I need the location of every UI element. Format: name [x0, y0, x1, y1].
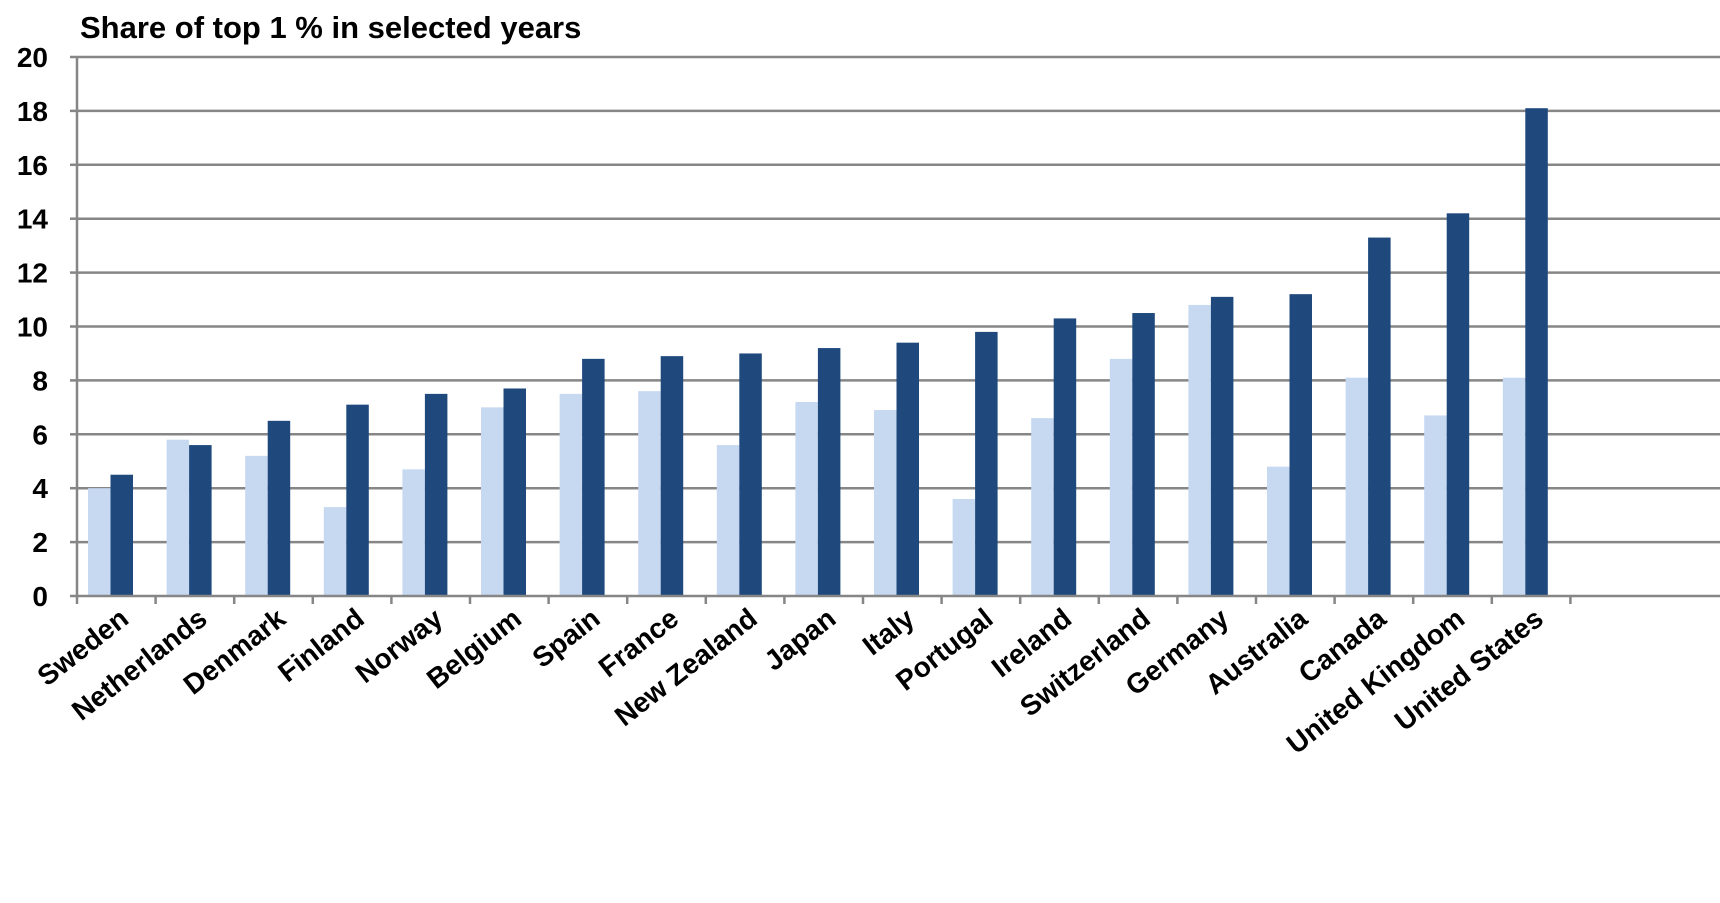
x-tick-label: Finland [272, 602, 370, 688]
bar-series-1-canada [1345, 377, 1369, 596]
bar-series-1-japan [795, 401, 818, 596]
y-tick-label: 6 [32, 419, 48, 450]
bar-series-2-portugal [975, 331, 998, 596]
bar-series-2-belgium [503, 388, 526, 596]
y-tick-label: 12 [17, 258, 48, 289]
y-tick-label: 4 [32, 473, 48, 504]
y-tick-labels: 0 2 4 6 8 10 12 14 16 18 20 [17, 42, 49, 612]
bar-series-2-germany [1210, 296, 1234, 596]
bar-series-1-united-kingdom [1424, 415, 1447, 596]
bar-series-2-australia [1289, 294, 1312, 596]
bar-series-2-spain [582, 358, 605, 596]
bar-series-2-norway [424, 393, 448, 596]
y-tick-label: 14 [17, 204, 49, 235]
x-tick-labels: SwedenNetherlandsDenmarkFinlandNorwayBel… [32, 602, 1549, 760]
y-tick-label: 10 [17, 312, 48, 343]
y-tick-label: 16 [17, 150, 48, 181]
x-tick-label: Italy [857, 602, 921, 661]
bar-series-2-new-zealand [739, 353, 762, 596]
bars [88, 108, 1548, 596]
bar-series-1-france [638, 391, 661, 596]
y-tick-label: 0 [32, 581, 48, 612]
bar-series-1-new-zealand [716, 445, 740, 596]
bar-series-1-switzerland [1109, 358, 1133, 596]
bar-series-1-italy [874, 410, 897, 596]
bar-series-1-denmark [245, 455, 268, 596]
bar-series-1-spain [559, 393, 583, 596]
chart-title: Share of top 1 % in selected years [80, 10, 581, 45]
x-tick-label: Spain [526, 602, 605, 673]
y-tick-label: 8 [32, 365, 48, 396]
bar-series-1-ireland [1031, 418, 1054, 596]
bar-series-2-ireland [1053, 318, 1077, 596]
bar-series-2-switzerland [1132, 313, 1155, 596]
bar-series-1-united-states [1502, 377, 1526, 596]
bar-series-1-portugal [952, 498, 976, 596]
y-tick-label: 2 [32, 527, 48, 558]
bar-series-1-netherlands [166, 439, 190, 596]
bar-series-2-denmark [267, 420, 291, 596]
x-tick-label: Japan [759, 602, 842, 676]
bar-series-2-japan [817, 348, 841, 596]
bar-series-2-netherlands [189, 445, 212, 596]
bar-series-2-finland [346, 404, 369, 596]
y-tick-label: 20 [17, 42, 48, 73]
y-tick-label: 18 [17, 96, 48, 127]
bar-series-1-norway [402, 469, 425, 596]
axes [70, 55, 1720, 604]
bar-series-2-sweden [110, 474, 133, 596]
bar-series-1-australia [1267, 466, 1290, 596]
bar-series-1-germany [1188, 304, 1211, 596]
bar-series-1-sweden [88, 488, 111, 596]
bar-series-1-finland [323, 507, 347, 596]
bar-series-2-italy [896, 342, 919, 596]
bar-series-2-united-kingdom [1446, 213, 1470, 596]
x-tick-label: Netherlands [66, 602, 213, 726]
bar-series-1-belgium [481, 407, 504, 596]
bar-series-2-united-states [1525, 108, 1548, 596]
bar-series-2-canada [1368, 237, 1391, 596]
bar-series-2-france [660, 356, 684, 596]
